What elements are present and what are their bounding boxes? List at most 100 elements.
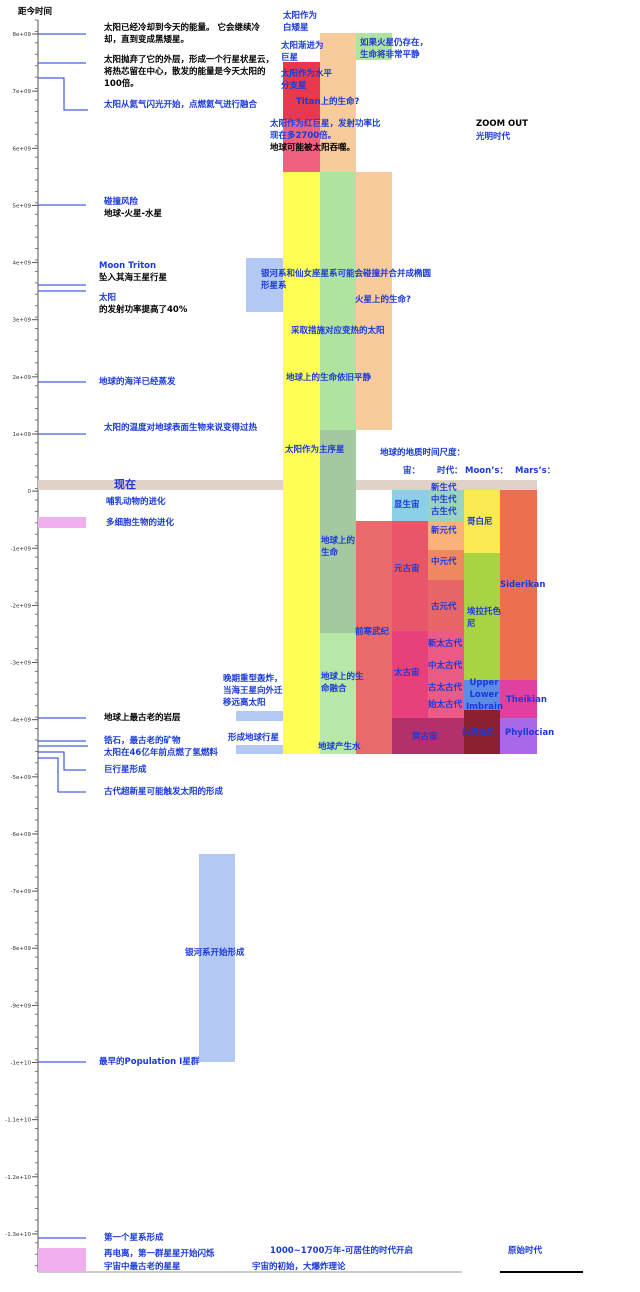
tick-label: -1.2e+10: [5, 1175, 31, 1181]
moon-period: 哥白尼: [467, 517, 493, 527]
label: ZOOM OUT: [476, 119, 528, 129]
geo-header: Moon’s：: [465, 466, 508, 476]
geo-title: 地球的地质时间尺度：: [380, 448, 466, 458]
tick-label: -6e+09: [11, 832, 32, 838]
era: 中元代: [431, 557, 457, 567]
tick-label: -3e+09: [11, 661, 32, 667]
bar: [38, 517, 86, 528]
bar: [320, 172, 356, 430]
event: 地球-火星-水星: [104, 209, 163, 219]
tick-label: 3e+09: [13, 318, 32, 324]
event: 第一个星系形成: [104, 1233, 164, 1243]
mars-period: Theikian: [506, 695, 547, 705]
bar: [356, 172, 392, 430]
tick-label: -4e+09: [11, 718, 32, 724]
tick-label: -1.3e+10: [5, 1232, 31, 1238]
geo-header: Mars’s：: [515, 466, 556, 476]
era: 古太古代: [428, 683, 463, 693]
bar: [246, 258, 283, 312]
event: 1000~1700万年-可居住的时代开启: [270, 1246, 413, 1256]
geo-header: 宙：: [403, 466, 421, 476]
event: 宇宙的初始，大爆炸理论: [252, 1262, 346, 1272]
bar: [236, 745, 283, 754]
axis-title: 距今时间: [18, 7, 53, 17]
bar: [283, 172, 320, 754]
tick-label: 0: [28, 489, 32, 495]
bar: [500, 680, 537, 718]
tick-label: 4e+09: [13, 261, 32, 267]
bar: [283, 62, 320, 120]
tick-label: -7e+09: [11, 889, 32, 895]
event: 的发射功率提高了40%: [99, 305, 188, 315]
label: 光明时代: [476, 132, 511, 142]
bar: [464, 710, 500, 754]
bar: [392, 718, 428, 754]
eon: 冥古宙: [412, 732, 438, 742]
event: 太阳的温度对地球表面生物来说变得过热: [104, 423, 258, 433]
label: 晚期重型轰炸，当海王星向外迁移远离太阳: [223, 674, 283, 708]
tick-label: 8e+09: [13, 32, 32, 38]
bar: [392, 631, 428, 718]
event: 最早的Population I星群: [99, 1057, 200, 1067]
label: 太阳渐进为巨星: [281, 41, 324, 63]
bar: [320, 33, 356, 172]
event: 太阳已经冷却到今天的能量。 它会继续冷却，直到变成黑矮星。: [104, 23, 260, 45]
tick-label: -2e+09: [11, 603, 32, 609]
tick-label: -1e+10: [11, 1061, 32, 1067]
tick-label: 1e+09: [13, 432, 32, 438]
event: 坠入其海王星行星: [99, 273, 168, 283]
era: 新太古代: [428, 639, 463, 649]
event: 地球上最古老的岩层: [104, 713, 181, 723]
bar: [428, 631, 464, 718]
bar: [428, 490, 464, 521]
bar: [356, 521, 392, 754]
eon: 太古宙: [394, 668, 420, 678]
event: 原始时代: [508, 1246, 543, 1256]
label: 如果火星仍存在，生命将非常平静: [360, 38, 429, 60]
tick-label: 6e+09: [13, 146, 32, 152]
event: 锆石，最古老的矿物: [104, 736, 181, 746]
event: 碰撞风险: [104, 197, 139, 207]
tick-label: -9e+09: [11, 1003, 32, 1009]
event: 巨行星形成: [104, 765, 147, 775]
event: 太阳从氦气闪光开始，点燃氦气进行融合: [104, 100, 258, 110]
label: 形成地球行星: [228, 733, 280, 743]
tick-label: 5e+09: [13, 203, 32, 209]
label: 太阳作为主序星: [285, 445, 345, 455]
tick-label: -8e+09: [11, 946, 32, 952]
moon-period: Upper Lower Imbrain: [466, 678, 503, 712]
label: 采取措施对应变热的太阳: [291, 326, 385, 336]
bar: [356, 33, 392, 60]
label: 地球上的生命融合: [321, 672, 364, 694]
era: 始太古代: [428, 700, 463, 710]
bar: [464, 680, 500, 710]
era: 新生代: [431, 483, 457, 493]
now-label: 现在: [114, 478, 136, 491]
bar: [199, 854, 235, 1062]
eon: 显生宙: [394, 500, 420, 510]
bar: [38, 1248, 86, 1272]
label: Titan上的生命?: [296, 97, 360, 107]
bar: [428, 580, 464, 631]
event: 宇宙中最古老的星星: [104, 1262, 181, 1272]
tick-label: -1e+09: [11, 546, 32, 552]
eon: 元古宙: [394, 564, 420, 574]
label: 地球上的生命依旧平静: [286, 373, 372, 383]
event: 再电离，第一群星星开始闪烁: [104, 1249, 215, 1259]
geo-header: 时代：: [437, 466, 463, 476]
era: 新元代: [431, 526, 457, 536]
label: 地球可能被太阳吞噬。: [270, 143, 356, 153]
bar: [320, 430, 356, 633]
bar: [464, 490, 500, 553]
label: 地球上的生命: [321, 536, 356, 558]
bar: [320, 633, 356, 754]
event: 地球的海洋已经蒸发: [99, 377, 176, 387]
moon-period: 前酒海纪: [462, 728, 494, 737]
event: 多细胞生物的进化: [106, 518, 175, 528]
bar: [428, 521, 464, 550]
event: 哺乳动物的进化: [106, 497, 166, 507]
label: 银河系和仙女座星系可能会碰撞并合并成椭圆形星系: [261, 269, 432, 291]
moon-period: 埃拉托色尼: [467, 607, 502, 629]
